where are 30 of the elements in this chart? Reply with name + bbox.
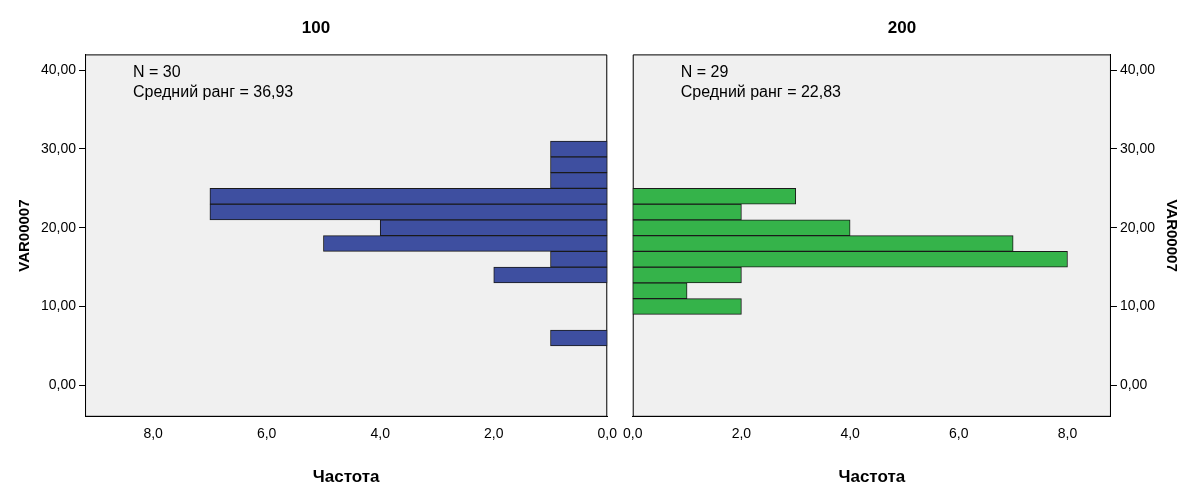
x-tick-label: 8,0 <box>1057 425 1078 442</box>
x-tick-label: 0,0 <box>597 425 618 442</box>
x-tick-label: 8,0 <box>143 425 164 442</box>
x-tick-label: 6,0 <box>256 425 277 442</box>
chart-title: 200 <box>887 17 917 37</box>
x-tick-label: 2,0 <box>731 425 752 442</box>
annotation: N = 30 <box>133 62 181 80</box>
y2-axis-title: VAR00007 <box>1163 199 1181 272</box>
y-tick-label: 30,00 <box>40 139 77 156</box>
y-tick-label: 0,00 <box>1119 376 1148 393</box>
x-tick-label: 6,0 <box>949 425 969 442</box>
x-tick-label: 4,0 <box>370 425 391 442</box>
x-tick-label: 0,0 <box>623 425 643 442</box>
y-tick-label: 0,00 <box>48 376 77 393</box>
y-tick-label: 30,00 <box>1119 139 1156 156</box>
y-tick-label: 10,00 <box>40 297 77 314</box>
x-axis-title: Частота <box>838 467 906 487</box>
annotation: Средний ранг = 36,93 <box>133 82 294 100</box>
y-tick-label: 10,00 <box>1119 297 1156 314</box>
annotation: Средний ранг = 22,83 <box>680 82 842 100</box>
y-axis-title: VAR00007 <box>15 199 33 272</box>
y-tick-label: 20,00 <box>40 218 77 235</box>
annotation: N = 29 <box>680 62 729 80</box>
y-tick-label: 40,00 <box>40 61 77 78</box>
y-tick-label: 40,00 <box>1119 61 1156 78</box>
x-tick-label: 2,0 <box>484 425 504 442</box>
chart-title: 100 <box>301 17 331 37</box>
x-tick-label: 4,0 <box>840 425 861 442</box>
x-axis-title: Частота <box>312 467 381 487</box>
y-tick-label: 20,00 <box>1119 218 1156 235</box>
